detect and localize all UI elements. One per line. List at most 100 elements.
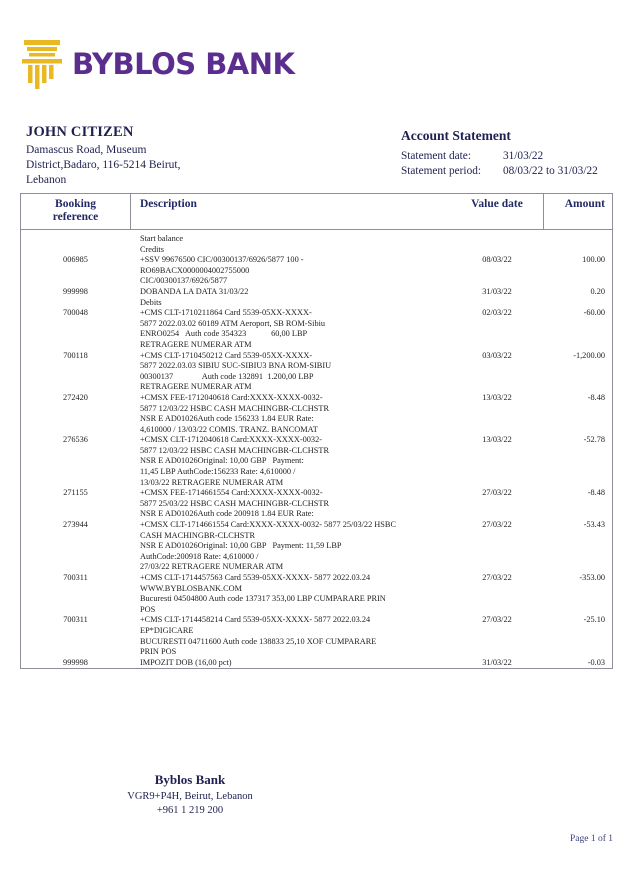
table-row: Start balance: [21, 234, 612, 245]
cell-description: Credits: [131, 245, 451, 256]
footer-bank-name: Byblos Bank: [154, 772, 226, 787]
table-row: 276536 +CMSX CLT-1712040618 Card:XXXX-XXX…: [21, 435, 612, 488]
description-line: +CMS CLT-1714458214 Card 5539-05XX-XXXX-…: [140, 615, 371, 625]
cell-amount: -0.03: [587, 657, 605, 667]
pillar-column-icon: [22, 40, 62, 89]
cell-description: +CMS CLT-1710450212 Card 5539-05XX-XXXX-…: [131, 351, 451, 393]
bank-name-wordmark: BYBLOS BANK: [72, 47, 295, 81]
cell-booking-reference: 999998: [63, 657, 88, 667]
description-line: 13/03/22 RETRAGERE NUMERAR ATM: [140, 477, 284, 487]
description-line: 27/03/22 RETRAGERE NUMERAR ATM: [140, 562, 284, 572]
address-line-3: Lebanon: [26, 174, 67, 186]
table-header-row: Booking reference Description Value date…: [21, 194, 612, 230]
column-header-description: Description: [140, 198, 197, 210]
cell-booking-reference: 700118: [63, 350, 88, 360]
table-row: 273944 +CMSX CLT-1714661554 Card:XXXX-XXX…: [21, 520, 612, 573]
cell-amount: -60.00: [583, 308, 605, 318]
description-line: WWW.BYBLOSBANK.COM: [140, 583, 243, 593]
account-holder-block: JOHN CITIZEN Damascus Road, Museum Distr…: [26, 124, 256, 188]
statement-title: Account Statement: [401, 128, 511, 143]
cell-booking-reference: 272420: [63, 392, 88, 402]
cell-booking-reference: 700048: [63, 308, 88, 318]
description-line: NSR E AD01026Original: 10,00 GBP Payment…: [140, 456, 304, 466]
statement-date-row: Statement date: 31/03/22: [401, 149, 626, 164]
statement-period-label: Statement period:: [401, 165, 481, 177]
table-row: 999998 IMPOZIT DOB (16,00 pct) 31/03/22 -0.…: [21, 658, 612, 669]
cell-description: IMPOZIT DOB (16,00 pct): [131, 658, 451, 669]
description-line: 5877 2022.03.03 SIBIU SUC-SIBIU3 BNA ROM…: [140, 361, 332, 371]
cell-amount: -8.48: [587, 392, 605, 402]
address-line-2: District,Badaro, 116-5214 Beirut,: [26, 159, 181, 171]
table-row: 700118 +CMS CLT-1710450212 Card 5539-05XX…: [21, 351, 612, 393]
description-line: Credits: [140, 244, 164, 254]
description-line: DOBANDA LA DATA 31/03/22: [140, 286, 249, 296]
cell-value-date: 31/03/22: [482, 657, 512, 667]
cell-description: Debits: [131, 298, 451, 309]
description-line: NSR E AD01026Auth code 156233 1.84 EUR R…: [140, 414, 314, 424]
description-line: +SSV 99676500 CIC/00300137/6926/5877 100…: [140, 255, 304, 265]
cell-description: +CMS CLT-1714458214 Card 5539-05XX-XXXX-…: [131, 615, 451, 657]
description-line: 4,610000 / 13/03/22 COMIS. TRANZ. BANCOM…: [140, 424, 318, 434]
address-line-1: Damascus Road, Museum: [26, 144, 147, 156]
cell-booking-reference: 700311: [63, 573, 88, 582]
table-row: Credits: [21, 245, 612, 256]
page-number: Page 1 of 1: [569, 834, 613, 844]
description-line: ENRO0254 Auth code 354323 60,00 LBP: [140, 329, 308, 339]
description-line: 5877 12/03/22 HSBC CASH MACHINGBR-CLCHST…: [140, 403, 330, 413]
cell-description: +CMS CLT-1714457563 Card 5539-05XX-XXXX-…: [131, 573, 451, 615]
statement-period-value: 08/03/22 to 31/03/22: [503, 165, 598, 177]
description-line: 5877 12/03/22 HSBC CASH MACHINGBR-CLCHST…: [140, 445, 330, 455]
cell-booking-reference: 276536: [63, 435, 88, 445]
description-line: +CMS CLT-1710450212 Card 5539-05XX-XXXX-: [140, 350, 313, 360]
description-line: +CMSX FEE-1712040618 Card:XXXX-XXXX-0032…: [140, 392, 323, 402]
table-body: Start balance Credits 006985 +SSV 99676500 …: [21, 230, 612, 668]
description-line: RETRAGERE NUMERAR ATM: [140, 382, 252, 392]
cell-description: +CMSX FEE-1712040618 Card:XXXX-XXXX-0032…: [131, 393, 451, 435]
description-line: NSR E AD01026Original: 10,00 GBP Payment…: [140, 541, 342, 551]
cell-value-date: 02/03/22: [482, 308, 512, 318]
description-line: IMPOZIT DOB (16,00 pct): [140, 657, 232, 667]
statement-period-row: Statement period: 08/03/22 to 31/03/22: [401, 164, 626, 179]
cell-booking-reference: 006985: [63, 255, 88, 265]
cell-value-date: 27/03/22: [482, 573, 512, 582]
cell-description: +CMSX CLT-1714661554 Card:XXXX-XXXX-0032…: [131, 520, 451, 573]
table-row: 700311 +CMS CLT-1714458214 Card 5539-05XX…: [21, 615, 612, 657]
cell-amount: 100.00: [582, 255, 605, 265]
description-line: Start balance: [140, 234, 184, 243]
description-line: Bucuresti 04504800 Auth code 137317 353,…: [140, 594, 386, 604]
description-line: RETRAGERE NUMERAR ATM: [140, 339, 252, 349]
cell-amount: -53.43: [583, 520, 605, 530]
column-header-value-date: Value date: [471, 198, 523, 210]
bank-logo: BYBLOS BANK: [18, 38, 295, 90]
table-row: 700311 +CMS CLT-1714457563 Card 5539-05XX…: [21, 573, 612, 615]
description-line: 5877 25/03/22 HSBC CASH MACHINGBR-CLCHST…: [140, 498, 330, 508]
cell-booking-reference: 271155: [63, 488, 88, 498]
cell-amount: -8.48: [587, 488, 605, 498]
description-line: +CMS CLT-1710211864 Card 5539-05XX-XXXX-: [140, 308, 312, 318]
description-line: +CMSX CLT-1712040618 Card:XXXX-XXXX-0032…: [140, 435, 322, 445]
cell-amount: -52.78: [583, 435, 605, 445]
cell-description: +CMSX CLT-1712040618 Card:XXXX-XXXX-0032…: [131, 435, 451, 488]
table-row: 006985 +SSV 99676500 CIC/00300137/6926/58…: [21, 255, 612, 287]
account-holder-name: JOHN CITIZEN: [26, 124, 134, 140]
description-line: EP*DIGICARE: [140, 625, 194, 635]
cell-booking-reference: 999998: [63, 286, 88, 296]
cell-value-date: 27/03/22: [482, 488, 512, 498]
description-line: CASH MACHINGBR-CLCHSTR: [140, 530, 256, 540]
statement-date-label: Statement date:: [401, 150, 471, 162]
description-line: 00300137 Auth code 132891 1.200,00 LBP: [140, 371, 314, 381]
description-line: NSR E AD01026Auth code 200918 1.84 EUR R…: [140, 509, 314, 519]
cell-description: Start balance: [131, 234, 451, 245]
description-line: CIC/00300137/6926/5877: [140, 276, 228, 286]
description-line: POS: [140, 604, 156, 614]
cell-booking-reference: 273944: [63, 520, 88, 530]
statement-date-value: 31/03/22: [503, 150, 544, 162]
description-line: Debits: [140, 297, 162, 307]
column-header-booking-reference: Booking reference: [21, 194, 131, 229]
cell-amount: -1,200.00: [573, 350, 605, 360]
description-line: PRIN POS: [140, 647, 177, 657]
table-row: 999998 DOBANDA LA DATA 31/03/22 31/03/22 0.…: [21, 287, 612, 298]
table-row: 700048 +CMS CLT-1710211864 Card 5539-05XX…: [21, 308, 612, 350]
cell-description: +CMS CLT-1710211864 Card 5539-05XX-XXXX-…: [131, 308, 451, 350]
